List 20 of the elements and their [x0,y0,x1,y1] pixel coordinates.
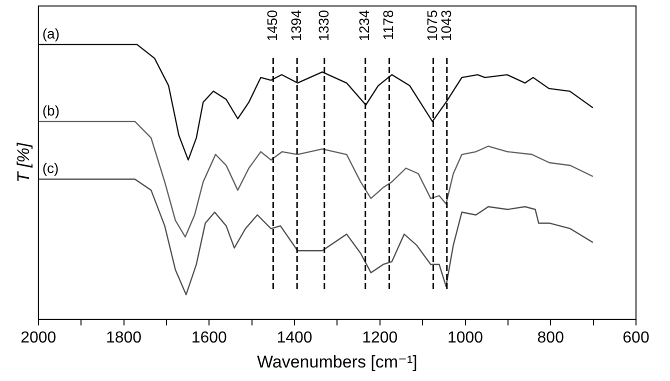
x-axis-title: Wavenumbers [cm⁻¹] [256,352,418,372]
series-label: (b) [42,102,60,118]
x-tick-label: 800 [537,329,564,346]
x-tick-label: 1200 [362,329,398,346]
ref-line-label: 1234 [356,10,372,42]
ref-line-label: 1394 [288,10,304,42]
x-tick-label: 1000 [447,329,484,346]
series-label: (a) [42,25,60,42]
ref-line-label: 1330 [315,10,332,42]
ref-line-label: 1450 [264,10,280,42]
y-axis-title: T [%] [14,142,33,183]
ref-line-label: 1043 [438,10,454,42]
series-label: (c) [42,160,59,176]
x-tick-label: 2000 [20,329,56,346]
ref-line-label: 1075 [424,10,440,42]
ref-line-label: 1178 [380,10,396,40]
x-tick-label: 1600 [191,329,228,346]
x-tick-label: 600 [622,329,650,346]
x-tick-label: 1800 [106,329,142,346]
x-tick-label: 1400 [276,329,312,346]
